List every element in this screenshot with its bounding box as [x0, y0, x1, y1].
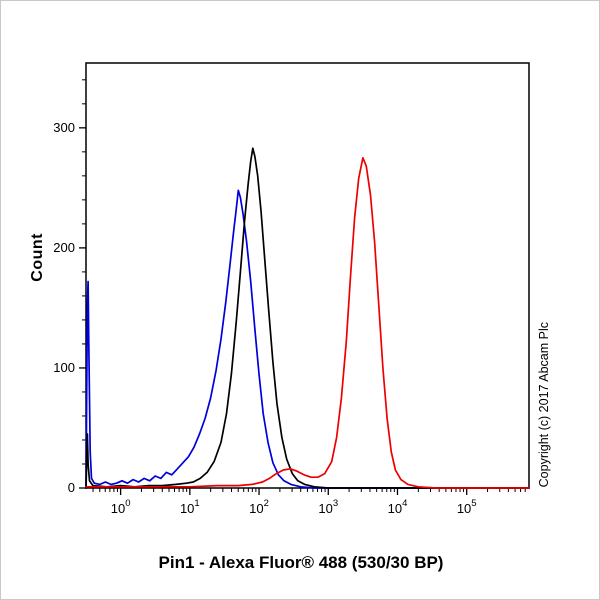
x-tick-label: 105 — [457, 498, 477, 516]
copyright-text: Copyright (c) 2017 Abcam Plc — [537, 321, 551, 487]
y-axis-title: Count — [29, 233, 46, 282]
plot-frame — [85, 62, 530, 489]
x-tick-label: 101 — [180, 498, 200, 516]
x-tick-label: 104 — [388, 498, 408, 516]
y-tick-label: 300 — [53, 120, 75, 135]
chart-title: Pin1 - Alexa Fluor® 488 (530/30 BP) — [158, 553, 444, 572]
x-tick-label: 102 — [249, 498, 269, 516]
red-curve — [85, 156, 530, 489]
x-tick-label: 103 — [318, 498, 338, 516]
y-tick-label: 0 — [68, 480, 75, 495]
y-tick-label: 200 — [53, 240, 75, 255]
x-tick-label: 100 — [111, 498, 131, 516]
black-curve — [85, 147, 530, 489]
blue-curve — [85, 189, 530, 489]
y-tick-label: 100 — [53, 360, 75, 375]
